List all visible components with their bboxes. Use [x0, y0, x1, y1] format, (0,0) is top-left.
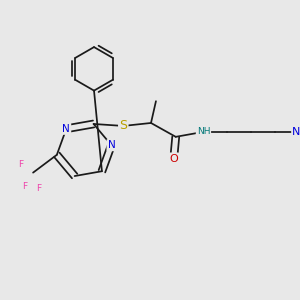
- Text: F: F: [22, 182, 28, 191]
- Text: N: N: [62, 124, 70, 134]
- Text: N: N: [107, 140, 115, 150]
- Text: F: F: [37, 184, 42, 193]
- Text: NH: NH: [197, 128, 210, 136]
- Text: S: S: [119, 119, 127, 132]
- Text: O: O: [169, 154, 178, 164]
- Text: N: N: [292, 127, 300, 137]
- Text: F: F: [18, 160, 23, 169]
